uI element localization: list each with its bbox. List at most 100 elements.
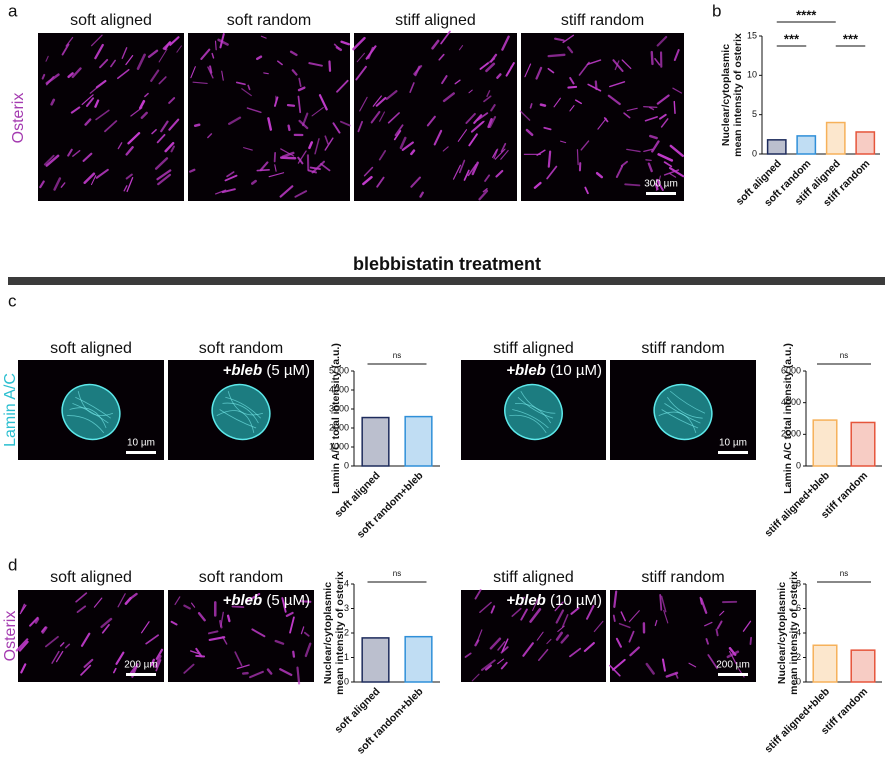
cell — [401, 141, 414, 151]
bar — [766, 139, 787, 155]
cell — [45, 154, 60, 167]
cell — [94, 43, 104, 60]
cell — [489, 637, 502, 650]
cell — [291, 69, 298, 76]
cell — [629, 646, 640, 657]
cell — [51, 650, 60, 664]
cell — [505, 62, 515, 77]
image-title: soft aligned — [50, 569, 132, 586]
cell — [60, 182, 66, 188]
cell — [274, 639, 285, 645]
cell — [287, 124, 291, 132]
cell — [236, 664, 250, 670]
image-title: soft random — [199, 569, 283, 586]
cell — [620, 611, 626, 622]
cell — [45, 55, 49, 62]
cell — [277, 60, 283, 66]
cell — [168, 97, 176, 104]
cell — [644, 116, 658, 122]
cell — [93, 597, 103, 608]
cell — [61, 43, 70, 56]
cell — [452, 164, 461, 180]
cell — [621, 59, 632, 70]
cell — [375, 96, 387, 107]
cell — [650, 50, 654, 66]
cell — [536, 631, 544, 641]
cell — [140, 621, 150, 634]
cell — [547, 53, 566, 58]
cell — [519, 110, 531, 121]
treatment-label: +bleb (5 µM) — [223, 362, 310, 379]
y-axis-label: Nuclear/cytoplasmic — [720, 44, 732, 146]
cell — [458, 159, 466, 174]
y-tick-label: 0 — [344, 460, 349, 470]
cell — [554, 601, 564, 612]
drug: +bleb — [506, 362, 546, 379]
micrograph — [18, 590, 164, 682]
y-axis-label: mean intensity of osterix — [732, 33, 744, 157]
y-tick-label: 2 — [796, 652, 801, 662]
cell — [431, 39, 440, 50]
cell — [263, 72, 269, 75]
cell — [624, 183, 641, 187]
cell — [34, 618, 40, 624]
cell — [190, 66, 196, 79]
cell — [274, 164, 277, 172]
cell — [304, 642, 312, 658]
drug: +bleb — [223, 362, 263, 379]
cell — [64, 643, 71, 649]
cells — [15, 592, 164, 678]
nucleus — [61, 383, 121, 441]
y-tick-label: 2 — [344, 627, 349, 637]
cell — [649, 134, 658, 140]
cell — [245, 593, 261, 603]
cell — [297, 95, 302, 114]
treatment-label: +bleb (5 µM) — [223, 592, 310, 609]
cell — [309, 166, 321, 170]
image-title: soft random — [199, 340, 283, 357]
cell — [260, 35, 267, 39]
panel-label: c — [8, 291, 17, 310]
cell — [482, 188, 488, 193]
cell — [158, 76, 167, 85]
cell — [140, 111, 148, 119]
cell — [100, 617, 113, 629]
cell — [438, 53, 445, 61]
cell — [511, 607, 522, 617]
cell — [656, 94, 670, 105]
cell — [144, 92, 149, 98]
nucleus-fold — [222, 402, 259, 424]
cell — [538, 648, 549, 661]
stain-label: Osterix — [10, 93, 27, 144]
dose: (10 µM) — [550, 362, 602, 379]
cell — [458, 45, 464, 51]
cell — [189, 168, 196, 173]
image-title: stiff random — [561, 12, 644, 29]
y-axis-label: Lamin A/C total intensity (a.u.) — [330, 343, 342, 494]
nucleus-fold — [77, 391, 114, 417]
cell — [297, 86, 306, 92]
cell — [41, 73, 46, 80]
cell — [688, 662, 697, 668]
cell — [467, 163, 477, 177]
cell — [668, 166, 685, 178]
cell — [574, 99, 582, 105]
cell — [297, 150, 307, 164]
cell — [72, 150, 81, 157]
scale-bar — [718, 673, 748, 676]
cell — [433, 129, 443, 146]
cell — [155, 659, 162, 672]
cell — [29, 616, 39, 627]
cell — [419, 191, 424, 198]
stain-label: Osterix — [2, 611, 19, 662]
bar — [812, 419, 838, 467]
nucleus-fold — [669, 390, 706, 414]
drug: +bleb — [223, 592, 263, 609]
cell — [441, 75, 448, 85]
cell — [705, 638, 709, 645]
scale-bar — [126, 451, 156, 454]
cell — [125, 173, 133, 180]
cell — [547, 150, 552, 168]
scale-bar-label: 10 µm — [719, 438, 747, 449]
y-tick-label: 15 — [747, 30, 757, 40]
